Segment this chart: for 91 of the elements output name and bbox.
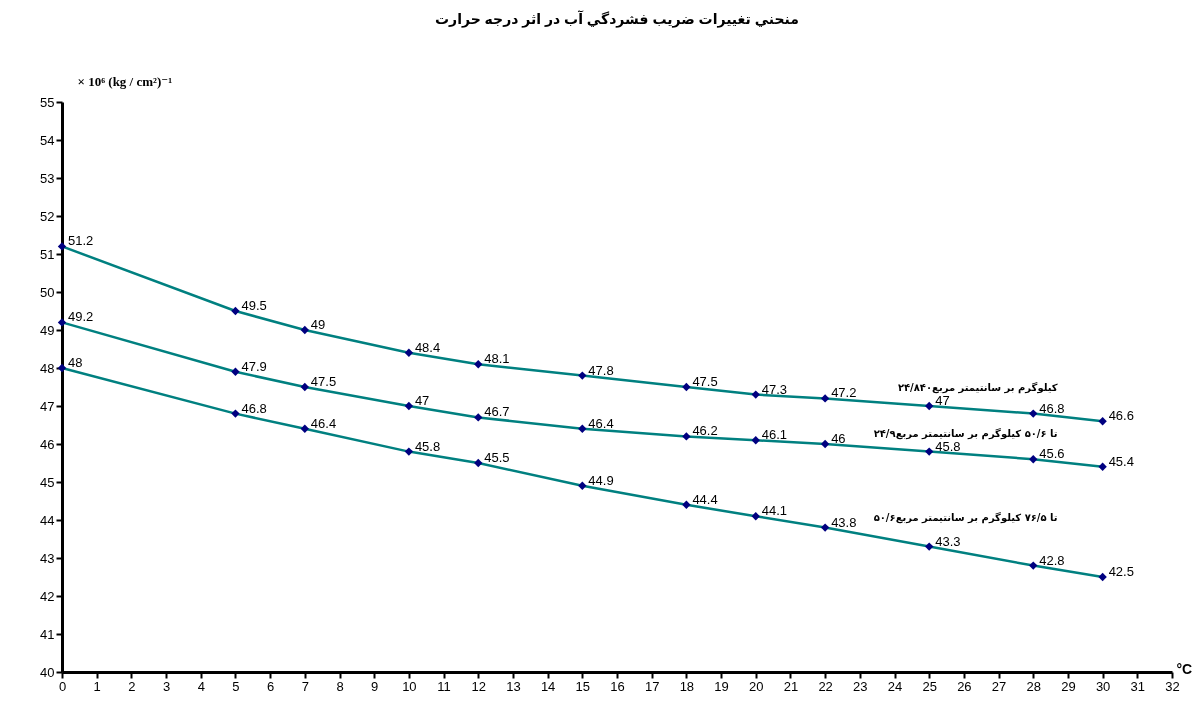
y-tick-label: 54 <box>40 132 55 148</box>
data-label: 47.5 <box>310 374 337 389</box>
x-tick-label: 8 <box>336 678 344 694</box>
data-label: 47.8 <box>588 362 614 378</box>
data-label: 46.6 <box>1108 408 1134 424</box>
x-tick-label: 5 <box>232 678 240 694</box>
data-label: 43.8 <box>831 514 857 530</box>
data-label: 45.4 <box>1108 453 1134 469</box>
data-label: 46.1 <box>761 427 788 443</box>
data-label: 49.2 <box>68 309 94 325</box>
x-tick-label: 16 <box>610 678 625 694</box>
series-label: ۵۰/۶تا ۷۶/۵ کیلوگرم بر سانتیمتر مربع <box>873 510 1058 524</box>
x-tick-label: 1 <box>93 678 101 694</box>
x-tick-label: 12 <box>471 678 486 694</box>
series-label: ۲۴/۸۴۰کیلوگرم بر سانتیمتر مربع <box>897 381 1058 395</box>
data-label: 43.3 <box>935 533 961 549</box>
y-tick-label: 47 <box>40 398 55 414</box>
x-tick-label: 7 <box>301 678 309 694</box>
y-tick-label: 44 <box>40 512 55 528</box>
x-tick-label: 27 <box>991 678 1007 694</box>
data-label: 47 <box>935 393 950 408</box>
y-tick-label: 50 <box>40 284 55 300</box>
x-tick-label: 29 <box>1061 678 1076 694</box>
y-tick-label: 43 <box>40 550 55 566</box>
y-tick-label: 49 <box>40 322 55 338</box>
data-label: 46.8 <box>241 400 267 416</box>
y-tick-label: 46 <box>40 436 55 452</box>
x-tick-label: 21 <box>783 678 799 694</box>
series-label: ۲۴/۹تا ۵۰/۶ کیلوگرم بر سانتیمتر مربع <box>873 427 1058 440</box>
data-label: 45.8 <box>935 438 961 454</box>
x-tick-label: 17 <box>644 678 660 694</box>
y-tick-label: 52 <box>40 208 55 224</box>
data-label: 46.7 <box>484 404 510 420</box>
x-tick-label: 3 <box>162 678 171 694</box>
data-label: 47.5 <box>692 374 718 389</box>
x-tick-label: 6 <box>267 678 275 694</box>
data-label: 46.4 <box>588 415 614 431</box>
x-tick-label: 14 <box>540 678 556 694</box>
data-label: 47.2 <box>831 385 857 401</box>
x-tick-label: 30 <box>1095 678 1111 694</box>
y-axis-title: × 10⁶ (kg / cm²)⁻¹ <box>77 73 173 89</box>
data-label: 44.4 <box>692 491 718 507</box>
x-tick-label: 4 <box>197 678 205 694</box>
x-tick-label: 28 <box>1026 678 1041 694</box>
y-tick-label: 48 <box>40 360 55 376</box>
data-label: 42.8 <box>1039 552 1065 568</box>
data-label: 46.2 <box>692 423 718 439</box>
data-label: 42.5 <box>1108 564 1134 579</box>
y-tick-label: 45 <box>40 474 55 490</box>
data-label: 44.1 <box>761 503 788 519</box>
data-label: 48.4 <box>414 339 441 355</box>
data-label: 46.8 <box>1039 400 1065 416</box>
x-axis-title: °C <box>1176 660 1193 677</box>
x-tick-label: 0 <box>58 678 67 694</box>
data-label: 46.4 <box>310 415 337 431</box>
y-tick-label: 53 <box>40 170 55 186</box>
x-tick-label: 32 <box>1165 678 1180 694</box>
data-label: 49.5 <box>241 298 267 313</box>
x-tick-label: 9 <box>371 678 379 694</box>
y-tick-label: 51 <box>40 246 55 262</box>
x-tick-label: 18 <box>679 678 695 694</box>
y-tick-label: 40 <box>40 664 55 680</box>
data-label: 45.6 <box>1039 446 1065 462</box>
x-tick-label: 2 <box>128 678 136 694</box>
x-tick-label: 10 <box>402 678 417 694</box>
x-tick-label: 13 <box>506 678 521 694</box>
x-tick-label: 25 <box>922 678 937 694</box>
data-label: 47.3 <box>761 381 788 397</box>
data-label: 48.1 <box>484 351 510 367</box>
y-tick-label: 55 <box>40 94 55 110</box>
data-label: 49 <box>310 317 326 332</box>
y-tick-label: 42 <box>40 588 55 604</box>
y-tick-label: 41 <box>40 626 55 642</box>
x-tick-label: 11 <box>437 678 451 694</box>
x-tick-label: 26 <box>957 678 972 694</box>
x-tick-label: 19 <box>714 678 729 694</box>
x-tick-label: 15 <box>575 678 591 694</box>
data-label: 45.8 <box>414 438 441 454</box>
data-label: 48 <box>68 355 83 370</box>
x-tick-label: 20 <box>749 678 764 694</box>
x-tick-label: 31 <box>1130 678 1146 694</box>
data-label: 51.2 <box>68 233 94 249</box>
chart-title: منحني تغييرات ضريب فشردگي آب در اثر درجه حرارت <box>435 10 799 28</box>
data-label: 44.9 <box>588 472 614 488</box>
x-tick-label: 22 <box>818 678 833 694</box>
x-tick-label: 24 <box>887 678 903 694</box>
data-label: 47 <box>414 393 430 408</box>
data-label: 47.9 <box>241 358 267 374</box>
x-tick-label: 23 <box>853 678 868 694</box>
data-label: 45.5 <box>484 450 510 465</box>
data-label: 46 <box>831 431 846 446</box>
